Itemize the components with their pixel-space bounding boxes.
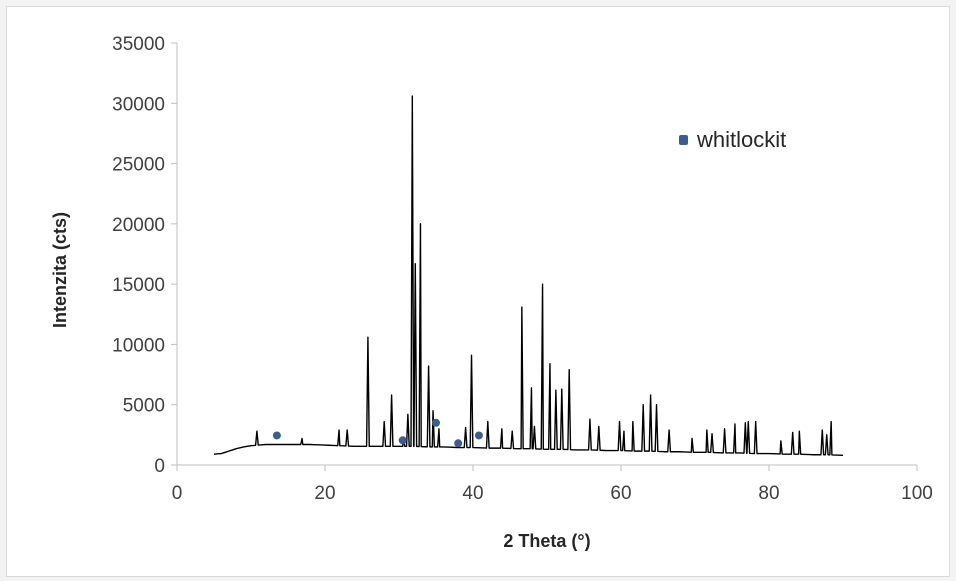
whitlockit-marker bbox=[272, 431, 281, 440]
plot-area bbox=[213, 95, 844, 457]
whitlockit-marker bbox=[454, 439, 463, 448]
x-tick-label: 80 bbox=[758, 483, 779, 504]
y-tick-label: 25000 bbox=[112, 155, 165, 176]
x-tick-label: 100 bbox=[901, 483, 933, 504]
y-tick-label: 35000 bbox=[112, 34, 165, 55]
axes bbox=[171, 42, 918, 471]
x-tick-labels: 0 20 40 60 80 100 bbox=[172, 483, 933, 504]
x-tick-label: 0 bbox=[172, 483, 183, 504]
legend: whitlockit bbox=[679, 127, 786, 152]
whitlockit-marker bbox=[398, 436, 407, 445]
x-tick-label: 60 bbox=[610, 483, 631, 504]
chart-frame: 0 5000 10000 15000 20000 25000 30000 35000 0 20 4… bbox=[6, 6, 950, 577]
x-tick-label: 40 bbox=[462, 483, 483, 504]
whitlockit-markers bbox=[272, 418, 483, 448]
y-axis-title: Intenzita (cts) bbox=[50, 212, 70, 328]
xrd-pattern-line bbox=[213, 95, 844, 457]
legend-label-whitlockit: whitlockit bbox=[696, 127, 786, 152]
y-tick-label: 20000 bbox=[112, 215, 165, 236]
y-tick-label: 30000 bbox=[112, 94, 165, 115]
y-tick-label: 0 bbox=[154, 456, 165, 477]
xrd-chart: 0 5000 10000 15000 20000 25000 30000 35000 0 20 4… bbox=[50, 34, 933, 551]
x-axis-title: 2 Theta (°) bbox=[503, 531, 590, 551]
y-tick-label: 10000 bbox=[112, 335, 165, 356]
whitlockit-marker bbox=[474, 431, 483, 440]
legend-marker-whitlockit bbox=[679, 135, 688, 145]
y-tick-label: 15000 bbox=[112, 275, 165, 296]
y-tick-label: 5000 bbox=[123, 396, 165, 417]
y-tick-labels: 0 5000 10000 15000 20000 25000 30000 35000 bbox=[112, 34, 165, 477]
whitlockit-marker bbox=[432, 418, 440, 427]
x-tick-label: 20 bbox=[314, 483, 335, 504]
